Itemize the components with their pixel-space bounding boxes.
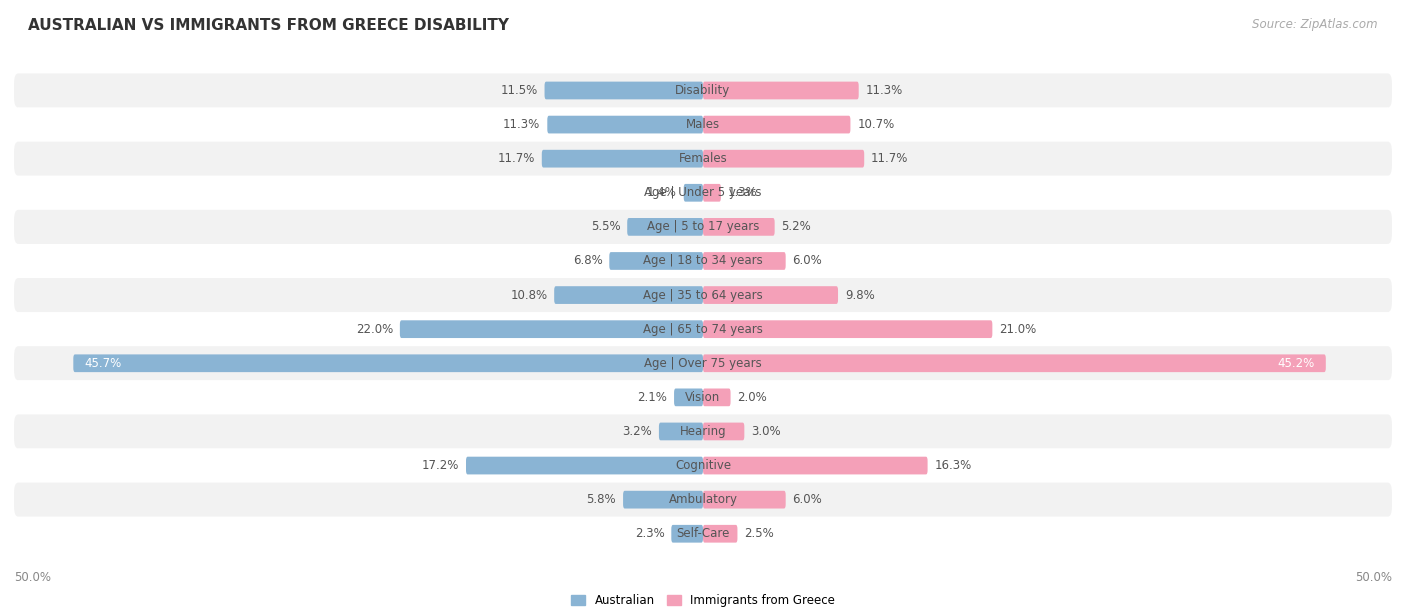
Text: Vision: Vision	[685, 391, 721, 404]
FancyBboxPatch shape	[683, 184, 703, 201]
FancyBboxPatch shape	[14, 380, 1392, 414]
Text: 2.0%: 2.0%	[738, 391, 768, 404]
FancyBboxPatch shape	[703, 218, 775, 236]
FancyBboxPatch shape	[554, 286, 703, 304]
Text: 50.0%: 50.0%	[14, 571, 51, 584]
FancyBboxPatch shape	[659, 423, 703, 440]
Text: 6.0%: 6.0%	[793, 493, 823, 506]
FancyBboxPatch shape	[399, 320, 703, 338]
FancyBboxPatch shape	[14, 73, 1392, 108]
Text: Age | Under 5 years: Age | Under 5 years	[644, 186, 762, 200]
FancyBboxPatch shape	[544, 81, 703, 99]
FancyBboxPatch shape	[14, 108, 1392, 141]
Text: 45.2%: 45.2%	[1278, 357, 1315, 370]
Text: 2.1%: 2.1%	[637, 391, 668, 404]
Text: 17.2%: 17.2%	[422, 459, 460, 472]
Text: 11.3%: 11.3%	[866, 84, 903, 97]
FancyBboxPatch shape	[673, 389, 703, 406]
FancyBboxPatch shape	[14, 244, 1392, 278]
Text: 2.3%: 2.3%	[634, 528, 665, 540]
Text: 1.3%: 1.3%	[728, 186, 758, 200]
Text: 6.8%: 6.8%	[572, 255, 602, 267]
Text: Age | 65 to 74 years: Age | 65 to 74 years	[643, 323, 763, 335]
Text: 21.0%: 21.0%	[1000, 323, 1036, 335]
FancyBboxPatch shape	[703, 116, 851, 133]
FancyBboxPatch shape	[703, 184, 721, 201]
FancyBboxPatch shape	[703, 491, 786, 509]
Text: 10.8%: 10.8%	[510, 289, 547, 302]
FancyBboxPatch shape	[703, 354, 1326, 372]
FancyBboxPatch shape	[73, 354, 703, 372]
FancyBboxPatch shape	[14, 210, 1392, 244]
FancyBboxPatch shape	[547, 116, 703, 133]
Text: 22.0%: 22.0%	[356, 323, 392, 335]
Text: Males: Males	[686, 118, 720, 131]
Text: Age | 18 to 34 years: Age | 18 to 34 years	[643, 255, 763, 267]
Text: Hearing: Hearing	[679, 425, 727, 438]
FancyBboxPatch shape	[14, 312, 1392, 346]
FancyBboxPatch shape	[465, 457, 703, 474]
Text: 5.8%: 5.8%	[586, 493, 616, 506]
FancyBboxPatch shape	[703, 423, 744, 440]
FancyBboxPatch shape	[14, 141, 1392, 176]
FancyBboxPatch shape	[14, 176, 1392, 210]
Text: 11.5%: 11.5%	[501, 84, 537, 97]
Text: 11.7%: 11.7%	[498, 152, 534, 165]
Text: 10.7%: 10.7%	[858, 118, 894, 131]
FancyBboxPatch shape	[623, 491, 703, 509]
FancyBboxPatch shape	[14, 414, 1392, 449]
Text: Source: ZipAtlas.com: Source: ZipAtlas.com	[1253, 18, 1378, 31]
FancyBboxPatch shape	[703, 286, 838, 304]
Text: 11.7%: 11.7%	[872, 152, 908, 165]
Text: 45.7%: 45.7%	[84, 357, 121, 370]
Text: 6.0%: 6.0%	[793, 255, 823, 267]
Text: 16.3%: 16.3%	[935, 459, 972, 472]
FancyBboxPatch shape	[703, 150, 865, 168]
Text: Females: Females	[679, 152, 727, 165]
Text: Self-Care: Self-Care	[676, 528, 730, 540]
Text: Age | Over 75 years: Age | Over 75 years	[644, 357, 762, 370]
FancyBboxPatch shape	[609, 252, 703, 270]
Text: 5.5%: 5.5%	[591, 220, 620, 233]
FancyBboxPatch shape	[703, 457, 928, 474]
FancyBboxPatch shape	[14, 449, 1392, 483]
FancyBboxPatch shape	[14, 346, 1392, 380]
Text: 50.0%: 50.0%	[1355, 571, 1392, 584]
Text: Cognitive: Cognitive	[675, 459, 731, 472]
Text: 11.3%: 11.3%	[503, 118, 540, 131]
Text: Disability: Disability	[675, 84, 731, 97]
Text: 5.2%: 5.2%	[782, 220, 811, 233]
Text: 3.2%: 3.2%	[623, 425, 652, 438]
Text: Age | 5 to 17 years: Age | 5 to 17 years	[647, 220, 759, 233]
FancyBboxPatch shape	[703, 389, 731, 406]
FancyBboxPatch shape	[14, 483, 1392, 517]
Text: Ambulatory: Ambulatory	[668, 493, 738, 506]
Legend: Australian, Immigrants from Greece: Australian, Immigrants from Greece	[571, 594, 835, 607]
Text: 1.4%: 1.4%	[647, 186, 676, 200]
FancyBboxPatch shape	[14, 517, 1392, 551]
Text: AUSTRALIAN VS IMMIGRANTS FROM GREECE DISABILITY: AUSTRALIAN VS IMMIGRANTS FROM GREECE DIS…	[28, 18, 509, 34]
FancyBboxPatch shape	[703, 81, 859, 99]
FancyBboxPatch shape	[541, 150, 703, 168]
Text: 2.5%: 2.5%	[744, 528, 775, 540]
FancyBboxPatch shape	[703, 252, 786, 270]
Text: Age | 35 to 64 years: Age | 35 to 64 years	[643, 289, 763, 302]
FancyBboxPatch shape	[703, 320, 993, 338]
FancyBboxPatch shape	[703, 525, 738, 543]
FancyBboxPatch shape	[671, 525, 703, 543]
FancyBboxPatch shape	[627, 218, 703, 236]
FancyBboxPatch shape	[14, 278, 1392, 312]
Text: 9.8%: 9.8%	[845, 289, 875, 302]
Text: 3.0%: 3.0%	[751, 425, 780, 438]
